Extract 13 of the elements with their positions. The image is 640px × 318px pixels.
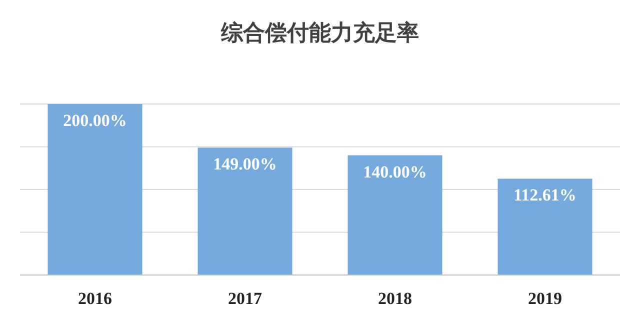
bar <box>348 155 442 275</box>
x-tick-label: 2019 <box>528 289 562 308</box>
x-tick-label: 2017 <box>228 289 262 308</box>
data-label: 112.61% <box>514 186 576 205</box>
data-label: 149.00% <box>213 154 277 174</box>
chart-title: 综合偿付能力充足率 <box>220 20 419 46</box>
bar <box>48 104 142 275</box>
data-label: 140.00% <box>363 162 427 182</box>
x-tick-label: 2018 <box>378 289 412 308</box>
data-label: 200.00% <box>63 111 127 130</box>
bar <box>498 178 592 275</box>
x-tick-label: 2016 <box>78 289 112 308</box>
bar <box>198 148 292 275</box>
